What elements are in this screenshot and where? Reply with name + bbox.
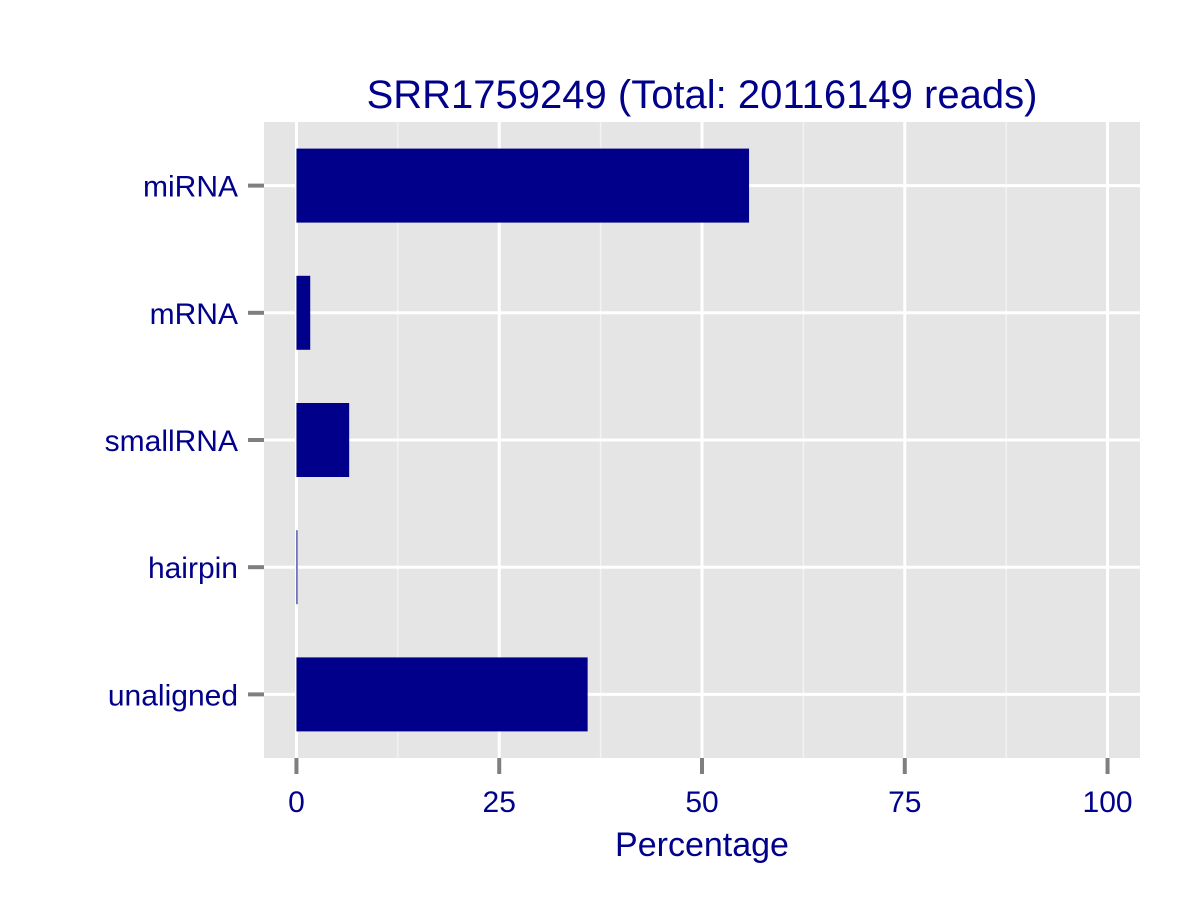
bar-smallrna: [296, 403, 350, 477]
x-tick-label: 75: [888, 786, 921, 819]
chart-title: SRR1759249 (Total: 20116149 reads): [367, 73, 1038, 117]
y-tick-label: hairpin: [148, 552, 238, 585]
y-tick-label: miRNA: [143, 171, 238, 204]
bar-mrna: [296, 275, 311, 350]
bar-unaligned: [296, 657, 588, 732]
y-axis: miRNA mRNA smallRNA hairpin unaligned: [105, 171, 264, 712]
y-tick-label: mRNA: [150, 298, 238, 331]
x-tick-label: 100: [1083, 786, 1133, 819]
x-tick-label: 50: [685, 786, 718, 819]
grid-major-lines: [264, 122, 1140, 758]
x-tick-label: 0: [288, 786, 305, 819]
bar-hairpin: [296, 530, 298, 605]
x-axis: 0 25 50 75 100: [288, 758, 1133, 819]
x-tick-label: 25: [483, 786, 516, 819]
y-tick-label: smallRNA: [105, 425, 238, 458]
bars: [296, 148, 750, 732]
y-tick-label: unaligned: [108, 679, 238, 712]
x-axis-label: Percentage: [615, 826, 789, 864]
bar-mirna: [296, 148, 750, 223]
